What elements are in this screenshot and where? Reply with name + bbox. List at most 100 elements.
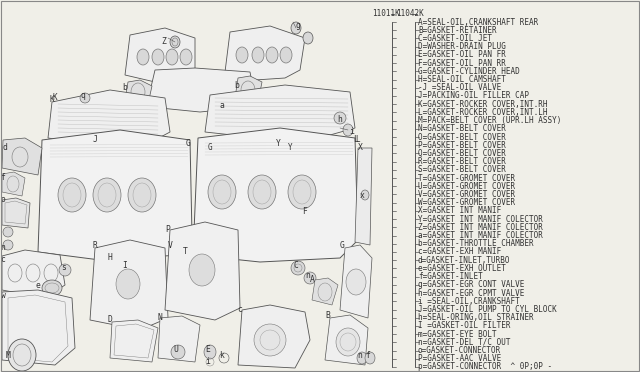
Text: J=PACKING-OIL FILLER CAP: J=PACKING-OIL FILLER CAP <box>418 92 529 100</box>
Text: P=GASKET-AAC VALVE: P=GASKET-AAC VALVE <box>418 354 501 363</box>
Ellipse shape <box>365 352 375 364</box>
Text: M=PACK=BELT COVER (UPR.LH ASSY): M=PACK=BELT COVER (UPR.LH ASSY) <box>418 116 561 125</box>
Text: P: P <box>166 225 170 234</box>
Text: D=WASHER-DRAIN PLUG: D=WASHER-DRAIN PLUG <box>418 42 506 51</box>
Ellipse shape <box>288 175 316 209</box>
Ellipse shape <box>204 345 216 359</box>
Ellipse shape <box>80 93 90 103</box>
Text: Z=GASKET INT MANIF COLECTOR: Z=GASKET INT MANIF COLECTOR <box>418 223 543 232</box>
Text: E=GASKET-OIL PAN FR: E=GASKET-OIL PAN FR <box>418 50 506 60</box>
Ellipse shape <box>93 178 121 212</box>
Polygon shape <box>48 90 170 145</box>
Ellipse shape <box>291 261 305 275</box>
Ellipse shape <box>128 178 156 212</box>
Text: o=GASKET-CONNECTOR: o=GASKET-CONNECTOR <box>418 346 501 355</box>
Text: U=GASKET-GROMET COVER: U=GASKET-GROMET COVER <box>418 182 515 191</box>
Ellipse shape <box>137 49 149 65</box>
Text: e: e <box>36 282 40 291</box>
Polygon shape <box>2 172 25 196</box>
Text: i: i <box>349 128 355 137</box>
Polygon shape <box>165 222 240 320</box>
Text: G: G <box>340 241 344 250</box>
Text: E: E <box>205 346 211 355</box>
Text: T=GASKET-GROMET COVER: T=GASKET-GROMET COVER <box>418 174 515 183</box>
Polygon shape <box>158 316 200 362</box>
Text: n=GASKET-DEL T/C OUT: n=GASKET-DEL T/C OUT <box>418 338 511 347</box>
Text: 11042K: 11042K <box>396 10 424 19</box>
Text: n: n <box>358 350 362 359</box>
Text: N: N <box>157 314 163 323</box>
Text: C=GASKET-OIL JET: C=GASKET-OIL JET <box>418 34 492 43</box>
Text: n: n <box>1 244 5 253</box>
Text: D: D <box>108 315 113 324</box>
Ellipse shape <box>303 32 313 44</box>
Text: f: f <box>1 173 5 183</box>
Text: x: x <box>360 190 364 199</box>
Text: L=GASKET-ROCKER COVER,INT.LH: L=GASKET-ROCKER COVER,INT.LH <box>418 108 547 117</box>
Text: p=GASKET-CONNECTOR  ^ 0P;0P -: p=GASKET-CONNECTOR ^ 0P;0P - <box>418 362 552 372</box>
Text: K=GASKET-ROCKER COVER,INT.RH: K=GASKET-ROCKER COVER,INT.RH <box>418 100 547 109</box>
Text: b: b <box>235 81 239 90</box>
Text: C: C <box>294 260 298 269</box>
Ellipse shape <box>346 269 366 295</box>
Text: w: w <box>1 291 5 299</box>
Text: -J =SEAL-OIL VALVE: -J =SEAL-OIL VALVE <box>418 83 501 92</box>
Text: L: L <box>353 135 358 144</box>
Text: K: K <box>52 93 58 103</box>
Ellipse shape <box>304 272 316 284</box>
Text: J=GASKET-OIL PUMP TO CYL BLOCK: J=GASKET-OIL PUMP TO CYL BLOCK <box>418 305 557 314</box>
Text: U: U <box>173 346 179 355</box>
Polygon shape <box>2 250 65 298</box>
Text: s: s <box>61 263 67 273</box>
Text: h=GASKET-EGR CPMT VALVE: h=GASKET-EGR CPMT VALVE <box>418 289 524 298</box>
Text: o: o <box>1 196 5 205</box>
Text: Y=GASKET INT MANIF COLECTOR: Y=GASKET INT MANIF COLECTOR <box>418 215 543 224</box>
Text: H=SEAL-OIL CAMSHAFT: H=SEAL-OIL CAMSHAFT <box>418 75 506 84</box>
Text: c: c <box>1 256 5 264</box>
Text: b: b <box>123 83 127 93</box>
Polygon shape <box>110 320 158 362</box>
Text: R=GASKET-BELT COVER: R=GASKET-BELT COVER <box>418 157 506 166</box>
Text: k: k <box>220 352 225 360</box>
Polygon shape <box>125 80 152 104</box>
Text: V: V <box>168 241 172 250</box>
Text: n: n <box>305 272 310 280</box>
Text: G: G <box>208 144 212 153</box>
Polygon shape <box>125 28 195 82</box>
Text: O=GASKET-BELT COVER: O=GASKET-BELT COVER <box>418 132 506 141</box>
Text: c=GASKET-EXH MANIF: c=GASKET-EXH MANIF <box>418 247 501 257</box>
Ellipse shape <box>166 49 178 65</box>
Polygon shape <box>340 245 372 318</box>
Text: S=GASKET-BELT COVER: S=GASKET-BELT COVER <box>418 166 506 174</box>
Text: I =GASKET-OIL FILTER: I =GASKET-OIL FILTER <box>418 321 511 330</box>
Polygon shape <box>312 278 338 305</box>
Text: B: B <box>326 311 330 321</box>
Ellipse shape <box>248 175 276 209</box>
Ellipse shape <box>252 47 264 63</box>
Text: X: X <box>358 144 362 153</box>
Text: P=GASKET-BELT COVER: P=GASKET-BELT COVER <box>418 141 506 150</box>
Ellipse shape <box>236 47 248 63</box>
Text: M: M <box>6 350 10 359</box>
Text: Z: Z <box>161 38 166 46</box>
Text: T: T <box>182 247 188 257</box>
Polygon shape <box>38 130 192 260</box>
Text: g=GASKET-EGR CONT VALVE: g=GASKET-EGR CONT VALVE <box>418 280 524 289</box>
Text: Y: Y <box>276 138 280 148</box>
Ellipse shape <box>170 36 180 48</box>
Ellipse shape <box>42 280 62 296</box>
Ellipse shape <box>8 339 36 371</box>
Text: H: H <box>108 253 113 263</box>
Text: I: I <box>123 260 127 269</box>
Text: h=SEAL-ORING,OIL STRAINER: h=SEAL-ORING,OIL STRAINER <box>418 313 534 322</box>
Ellipse shape <box>280 47 292 63</box>
Text: F: F <box>303 208 307 217</box>
Text: A: A <box>310 276 314 285</box>
Polygon shape <box>2 290 75 365</box>
Polygon shape <box>225 26 305 80</box>
Text: Q=GASKET-BELT COVER: Q=GASKET-BELT COVER <box>418 149 506 158</box>
Text: A=SEAL-OIL,CRANKSHAFT REAR: A=SEAL-OIL,CRANKSHAFT REAR <box>418 17 538 26</box>
Polygon shape <box>193 128 358 262</box>
Text: N=GASKET-BELT COVER: N=GASKET-BELT COVER <box>418 124 506 133</box>
Text: a: a <box>220 102 225 110</box>
